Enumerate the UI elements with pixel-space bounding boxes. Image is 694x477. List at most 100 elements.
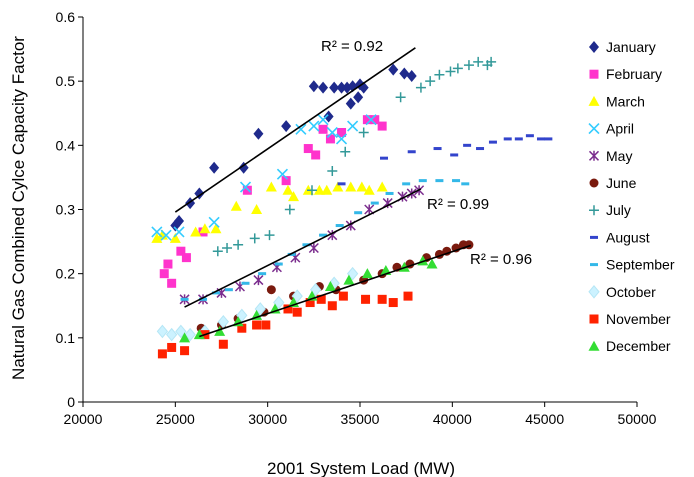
- legend-marker: [589, 314, 599, 324]
- legend-marker: [589, 69, 599, 79]
- february-point: [281, 176, 291, 186]
- october-point: [236, 308, 248, 323]
- legend-label: January: [606, 39, 656, 55]
- april-point: [276, 168, 289, 180]
- march-point: [282, 184, 294, 195]
- r-squared-label: R² = 0.99: [427, 196, 489, 213]
- september-point: [402, 182, 411, 186]
- september-point: [211, 291, 220, 295]
- august-point: [536, 137, 545, 141]
- march-point: [251, 204, 263, 214]
- august-point: [337, 182, 346, 186]
- february-point: [311, 150, 321, 160]
- y-tick-label: 0: [67, 394, 75, 410]
- y-tick-label: 0.1: [56, 330, 76, 346]
- january-point: [323, 110, 334, 123]
- december-point: [343, 274, 355, 285]
- x-tick-label: 50000: [618, 411, 657, 427]
- january-point: [209, 161, 220, 174]
- november-point: [252, 320, 262, 330]
- july-point: [233, 239, 244, 250]
- november-point: [377, 294, 387, 304]
- april-point: [151, 226, 163, 238]
- september-point: [258, 272, 267, 276]
- april-point: [160, 229, 172, 241]
- april-point: [173, 226, 185, 238]
- september-point: [335, 224, 344, 228]
- legend-label: April: [606, 121, 634, 137]
- y-tick-label: 0.2: [56, 266, 76, 282]
- october-point: [346, 266, 359, 281]
- legend-label: August: [606, 229, 650, 245]
- november-point: [361, 294, 371, 304]
- march-point: [376, 181, 388, 192]
- march-point: [230, 200, 242, 211]
- november-point: [283, 304, 293, 314]
- march-point: [288, 191, 300, 202]
- r-squared-label: R² = 0.96: [470, 251, 532, 268]
- february-point: [242, 185, 252, 195]
- x-tick-label: 20000: [64, 411, 103, 427]
- august-point: [525, 134, 534, 138]
- january-point: [336, 81, 347, 94]
- july-point: [212, 246, 223, 257]
- legend-item: April: [588, 121, 634, 137]
- october-point: [273, 295, 285, 310]
- march-point: [151, 232, 163, 243]
- legend-item: February: [589, 66, 662, 82]
- legend-item: May: [588, 148, 632, 164]
- march-point: [265, 181, 277, 192]
- october-point: [254, 302, 266, 316]
- may-point: [253, 275, 264, 286]
- july-point: [264, 230, 275, 241]
- january-point: [308, 80, 319, 93]
- february-point: [318, 124, 328, 134]
- legend-item: November: [589, 311, 671, 327]
- december-point: [426, 258, 438, 269]
- legend-item: January: [589, 39, 656, 55]
- legend-label: March: [606, 93, 645, 109]
- september-point: [199, 297, 208, 301]
- december-point: [361, 268, 373, 279]
- april-point: [347, 120, 359, 132]
- march-point: [313, 184, 325, 195]
- november-point: [388, 298, 398, 308]
- y-tick-label: 0.5: [56, 73, 76, 89]
- january-point: [174, 215, 185, 228]
- legend: January February March April May June July Augu…: [588, 39, 675, 354]
- march-point: [345, 181, 357, 192]
- october-point: [310, 282, 322, 297]
- february-point: [303, 144, 313, 154]
- january-point: [281, 120, 292, 133]
- legend-marker: [589, 205, 599, 216]
- august-point: [463, 143, 472, 147]
- august-point: [380, 156, 389, 160]
- november-point: [338, 291, 348, 301]
- november-point: [218, 339, 228, 349]
- october-point: [165, 327, 178, 342]
- december-point: [179, 332, 191, 343]
- february-point: [176, 246, 186, 256]
- y-tick-label: 0.3: [56, 202, 76, 218]
- july-point: [395, 92, 406, 103]
- legend-item: September: [590, 257, 675, 273]
- x-tick-label: 45000: [525, 411, 564, 427]
- legend-marker: [588, 340, 600, 351]
- legend-marker: [589, 178, 599, 188]
- r-squared-label: R² = 0.92: [321, 38, 383, 55]
- trendline: [174, 47, 416, 213]
- august-point: [488, 140, 497, 144]
- october-point: [175, 324, 187, 339]
- september-point: [435, 179, 444, 183]
- october-point: [184, 327, 196, 342]
- january-point: [329, 81, 340, 94]
- march-point: [169, 232, 181, 243]
- march-point: [363, 184, 375, 195]
- february-point: [362, 115, 372, 125]
- april-point: [335, 133, 348, 145]
- x-tick-label: 35000: [341, 411, 380, 427]
- november-point: [261, 320, 271, 330]
- x-tick-label: 30000: [248, 411, 287, 427]
- november-point: [167, 342, 177, 352]
